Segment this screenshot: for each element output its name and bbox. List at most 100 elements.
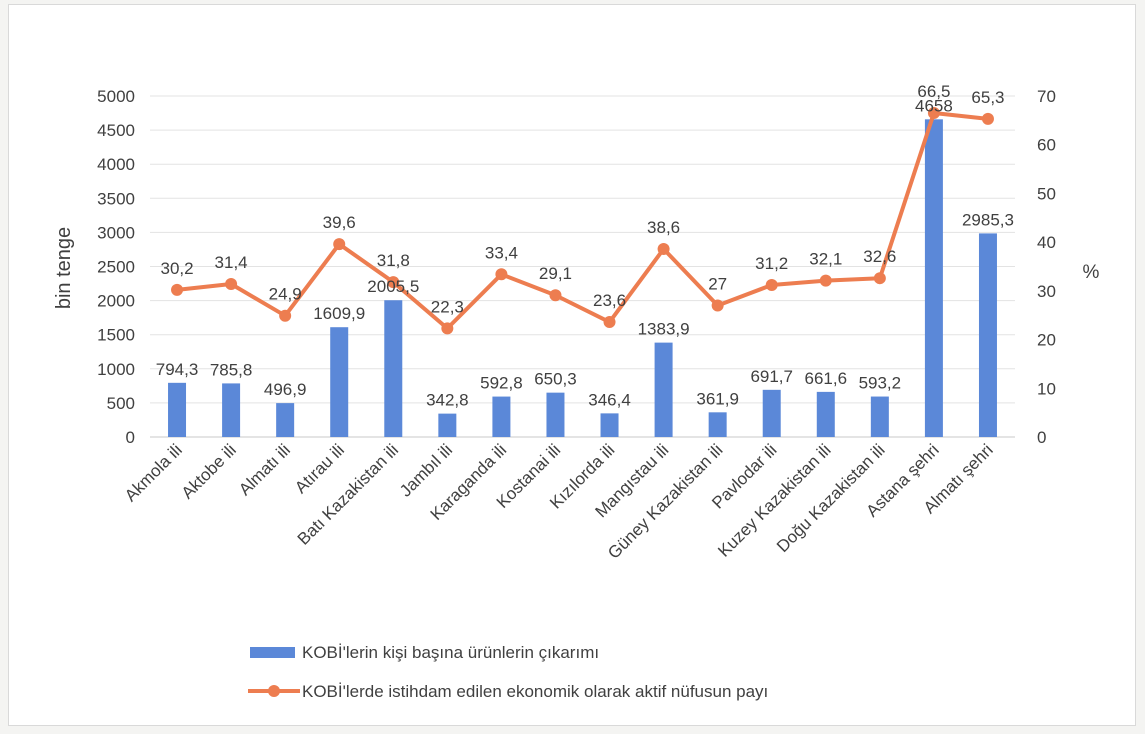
line-value-label: 31,8: [377, 251, 410, 270]
line-value-label: 32,1: [809, 250, 842, 269]
bar: [330, 327, 349, 437]
x-tick-label: Aktobe ili: [178, 440, 240, 502]
chart-frame: [8, 4, 1136, 726]
line-marker: [927, 107, 940, 120]
bar-value-label: 794,3: [156, 360, 199, 379]
legend-bar-swatch: [250, 647, 295, 658]
y-tick-label: 1500: [97, 326, 135, 345]
bar: [870, 396, 889, 437]
bar-value-label: 496,9: [264, 380, 307, 399]
line-marker: [981, 112, 994, 125]
line-marker: [657, 242, 670, 255]
bar-value-label: 361,9: [696, 389, 739, 408]
legend-line-marker: [268, 685, 280, 697]
y2-tick-label: 10: [1037, 379, 1056, 398]
y2-tick-label: 70: [1037, 87, 1056, 106]
y-tick-label: 2500: [97, 258, 135, 277]
line-marker: [441, 322, 454, 335]
line-marker: [711, 299, 724, 312]
bar-value-label: 785,8: [210, 360, 253, 379]
legend-bar-label: KOBİ'lerin kişi başına ürünlerin çıkarım…: [302, 643, 599, 662]
y2-tick-label: 50: [1037, 184, 1056, 203]
legend-item-line: KOBİ'lerde istihdam edilen ekonomik olar…: [248, 682, 768, 701]
y-tick-label: 4000: [97, 155, 135, 174]
bar-value-label: 2985,3: [962, 210, 1014, 229]
y2-tick-label: 0: [1037, 428, 1046, 447]
line-value-label: 39,6: [323, 213, 356, 232]
legend-line-label: KOBİ'lerde istihdam edilen ekonomik olar…: [302, 682, 768, 701]
y-tick-label: 4500: [97, 121, 135, 140]
line-value-label: 33,4: [485, 243, 518, 262]
line-marker: [549, 289, 562, 302]
line-value-label: 27: [708, 274, 727, 293]
y-tick-label: 3500: [97, 189, 135, 208]
line-marker: [603, 316, 616, 329]
bar-value-label: 1383,9: [638, 320, 690, 339]
y-tick-label: 500: [107, 394, 135, 413]
bar: [276, 403, 295, 437]
x-tick-label: Almatı ili: [235, 440, 294, 499]
bar: [492, 396, 511, 437]
line-value-label: 29,1: [539, 264, 572, 283]
bar: [762, 389, 781, 437]
line-marker: [387, 276, 400, 289]
y-tick-label: 5000: [97, 87, 135, 106]
y-tick-label: 2000: [97, 292, 135, 311]
line-value-label: 23,6: [593, 291, 626, 310]
bar: [708, 412, 727, 437]
legend-item-bar: KOBİ'lerin kişi başına ürünlerin çıkarım…: [250, 643, 599, 662]
bar-value-label: 346,4: [588, 390, 631, 409]
bar-value-label: 691,7: [750, 367, 793, 386]
line-value-label: 31,4: [215, 253, 248, 272]
bar: [600, 413, 619, 437]
bar: [924, 119, 943, 437]
bar: [654, 342, 673, 437]
bar: [168, 382, 187, 437]
line-value-label: 38,6: [647, 218, 680, 237]
y2-axis-title: %: [1083, 262, 1100, 283]
line-value-label: 31,2: [755, 254, 788, 273]
bar: [438, 413, 457, 437]
y-tick-label: 1000: [97, 360, 135, 379]
line-value-label: 30,2: [160, 259, 193, 278]
line-value-label: 24,9: [269, 285, 302, 304]
bar-series: [168, 119, 997, 437]
y-tick-label: 0: [126, 428, 135, 447]
y2-tick-label: 40: [1037, 233, 1056, 252]
line-marker: [819, 274, 832, 287]
line-marker: [873, 272, 886, 285]
line-path: [176, 111, 989, 331]
line-marker: [279, 309, 292, 322]
x-tick-label: Batı Kazakistan ili: [294, 440, 402, 548]
bar-value-label: 1609,9: [313, 304, 365, 323]
bar: [546, 392, 565, 437]
line-marker: [495, 268, 508, 281]
line-marker: [333, 238, 346, 251]
bar-value-label: 342,8: [426, 391, 469, 410]
bar-value-label: 661,6: [805, 369, 848, 388]
bar: [816, 391, 835, 437]
line-marker: [171, 283, 184, 296]
x-tick-label: Akmola ili: [121, 440, 186, 505]
line-value-label: 65,3: [971, 88, 1004, 107]
line-marker: [225, 278, 238, 291]
y2-tick-label: 30: [1037, 282, 1056, 301]
line-marker: [765, 279, 778, 292]
y-axis-title: bin tenge: [53, 227, 75, 309]
bar-value-label: 4658: [915, 96, 953, 115]
y-tick-label: 3000: [97, 223, 135, 242]
bar: [384, 300, 403, 437]
line-value-label: 32,6: [863, 247, 896, 266]
bar-value-label: 593,2: [859, 374, 902, 393]
bar: [222, 383, 241, 437]
line-series: [171, 107, 994, 335]
legend: KOBİ'lerin kişi başına ürünlerin çıkarım…: [248, 643, 768, 701]
line-value-label: 66,5: [917, 82, 950, 101]
y2-tick-label: 60: [1037, 136, 1056, 155]
gridlines: [150, 95, 1015, 438]
y2-tick-label: 20: [1037, 331, 1056, 350]
bar-value-label: 592,8: [480, 374, 523, 393]
bar-value-label: 650,3: [534, 370, 577, 389]
